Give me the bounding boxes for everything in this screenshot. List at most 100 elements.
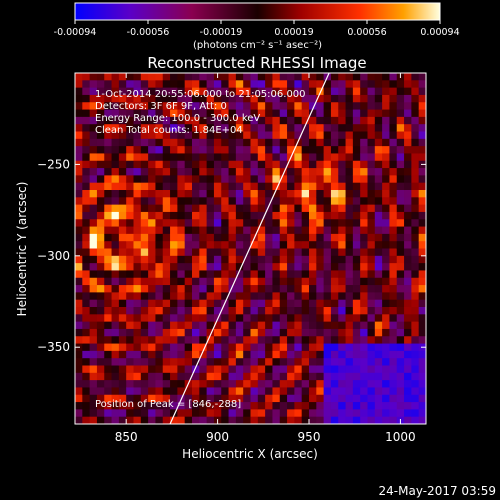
heatmap-cell: [213, 321, 222, 330]
heatmap-cell: [294, 299, 303, 308]
heatmap-cell: [301, 153, 310, 162]
heatmap-cell: [133, 358, 142, 366]
heatmap-cell: [199, 226, 208, 235]
heatmap-cell: [75, 153, 83, 162]
heatmap-cell: [192, 387, 200, 396]
heatmap-cell: [360, 153, 368, 162]
heatmap-cell: [257, 124, 266, 132]
heatmap-cell: [126, 402, 134, 410]
heatmap-cell: [250, 87, 259, 96]
heatmap-cell: [396, 197, 405, 206]
heatmap-cell: [75, 124, 83, 132]
heatmap-cell: [133, 131, 142, 140]
heatmap-cell: [250, 285, 259, 293]
heatmap-cell: [330, 416, 339, 424]
heatmap-cell: [96, 182, 105, 191]
heatmap-cell: [206, 197, 215, 206]
heatmap-cell: [213, 146, 222, 154]
annotations: 1-Oct-2014 20:55:06.000 to 21:05:06.000 …: [95, 89, 306, 136]
heatmap-cell: [374, 328, 383, 337]
heatmap-cell: [404, 168, 412, 176]
heatmap-cell: [309, 204, 317, 213]
chart-title: Reconstructed RHESSI Image: [147, 54, 366, 72]
heatmap-cell: [382, 365, 390, 374]
heatmap-cell: [170, 277, 178, 286]
heatmap-cell: [301, 416, 310, 424]
heatmap-cell: [389, 241, 398, 249]
heatmap-cell: [345, 204, 354, 213]
heatmap-cell: [126, 321, 134, 330]
heatmap-cell: [287, 307, 295, 315]
heatmap-cell: [162, 87, 171, 96]
heatmap-cell: [177, 160, 186, 169]
heatmap-cell: [177, 248, 186, 257]
heatmap-cell: [177, 343, 186, 352]
heatmap-cell: [235, 372, 244, 381]
heatmap-cell: [148, 343, 156, 352]
heatmap-cell: [104, 80, 112, 89]
heatmap-cell: [192, 102, 200, 110]
heatmap-cell: [213, 358, 222, 366]
heatmap-cell: [279, 285, 288, 293]
heatmap-cell: [199, 321, 208, 330]
heatmap-cell: [82, 307, 91, 315]
heatmap-cell: [206, 365, 215, 374]
heatmap-cell: [89, 94, 98, 103]
heatmap-cell: [221, 160, 229, 169]
heatmap-cell: [96, 94, 105, 103]
heatmap-cell: [148, 292, 156, 301]
heatmap-cell: [118, 402, 127, 410]
heatmap-cell: [148, 219, 156, 227]
heatmap-cell: [177, 409, 186, 418]
heatmap-cell: [294, 285, 303, 293]
heatmap-cell: [418, 219, 426, 227]
heatmap-cell: [235, 321, 244, 330]
heatmap-cell: [184, 138, 193, 147]
heatmap-cell: [345, 358, 354, 366]
heatmap-cell: [177, 358, 186, 366]
heatmap-cell: [338, 321, 346, 330]
heatmap-cell: [235, 204, 244, 213]
heatmap-cell: [133, 314, 142, 323]
heatmap-cell: [111, 241, 120, 249]
heatmap-cell: [140, 328, 149, 337]
heatmap-cell: [389, 102, 398, 110]
heatmap-cell: [162, 131, 171, 140]
heatmap-cell: [140, 153, 149, 162]
heatmap-cell: [345, 153, 354, 162]
heatmap-cell: [411, 131, 420, 140]
heatmap-cell: [118, 285, 127, 293]
heatmap-cell: [360, 87, 368, 96]
heatmap-cell: [396, 175, 405, 184]
heatmap-cell: [140, 197, 149, 206]
heatmap-cell: [404, 102, 412, 110]
heatmap-cell: [148, 336, 156, 344]
heatmap-cell: [411, 336, 420, 344]
heatmap-cell: [323, 416, 332, 424]
heatmap-cell: [104, 73, 112, 81]
heatmap-cell: [177, 233, 186, 242]
heatmap-cell: [184, 402, 193, 410]
heatmap-cell: [330, 336, 339, 344]
heatmap-cell: [140, 233, 149, 242]
heatmap-cell: [118, 131, 127, 140]
heatmap-cell: [323, 314, 332, 323]
heatmap-cell: [309, 168, 317, 176]
heatmap-cell: [155, 314, 164, 323]
heatmap-cell: [404, 211, 412, 220]
heatmap-cell: [352, 153, 361, 162]
heatmap-cell: [272, 211, 281, 220]
heatmap-cell: [382, 146, 390, 154]
heatmap-cell: [118, 153, 127, 162]
heatmap-cell: [272, 255, 281, 264]
heatmap-cell: [199, 314, 208, 323]
heatmap-cell: [89, 336, 98, 344]
heatmap-cell: [228, 226, 237, 235]
heatmap-cell: [352, 248, 361, 257]
heatmap-cell: [367, 241, 376, 249]
heatmap-cell: [133, 343, 142, 352]
heatmap-cell: [170, 182, 178, 191]
heatmap-cell: [382, 292, 390, 301]
heatmap-cell: [411, 358, 420, 366]
heatmap-cell: [140, 87, 149, 96]
